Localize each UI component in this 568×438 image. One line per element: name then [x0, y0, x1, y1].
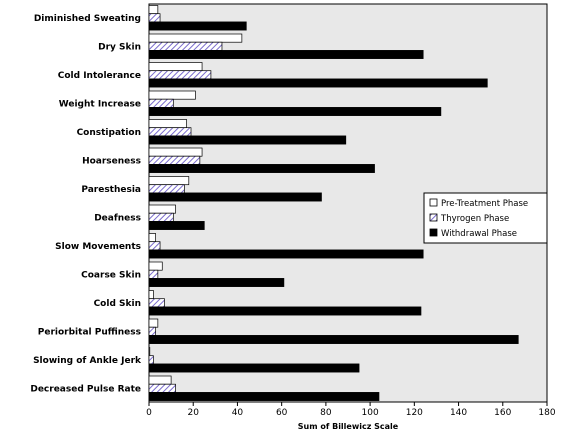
bar-withdrawal [148, 392, 380, 401]
bar-withdrawal [148, 50, 424, 59]
legend-swatch-thyrogen [429, 213, 438, 222]
bar-thyrogen [148, 13, 161, 23]
bar-thyrogen [148, 127, 192, 137]
legend: Pre-Treatment Phase Thyrogen Phase Withd… [423, 192, 548, 244]
bar-pre-treatment [148, 33, 243, 43]
category-label: Cold Intolerance [58, 71, 141, 81]
bar-withdrawal [148, 21, 247, 31]
category-label: Decreased Pulse Rate [30, 384, 141, 394]
bar-thyrogen [148, 355, 154, 365]
category-label: Cold Skin [94, 299, 141, 309]
bar-thyrogen [148, 269, 159, 279]
bar-pre-treatment [148, 147, 203, 157]
x-tick-label: 180 [538, 408, 555, 418]
legend-label-pre-treatment: Pre-Treatment Phase [441, 199, 528, 209]
x-tick-label: 40 [232, 408, 244, 418]
x-tick-label: 60 [276, 408, 288, 418]
bar-withdrawal [148, 363, 360, 373]
legend-label-withdrawal: Withdrawal Phase [441, 229, 517, 239]
bar-pre-treatment [148, 261, 163, 271]
legend-label-thyrogen: Thyrogen Phase [440, 214, 509, 224]
bar-withdrawal [148, 278, 285, 287]
category-label: Weight Increase [59, 99, 141, 109]
bar-pre-treatment [148, 233, 156, 243]
bar-thyrogen [148, 298, 165, 308]
bars-layer [148, 5, 519, 401]
bar-withdrawal [148, 221, 205, 230]
bar-withdrawal [148, 78, 488, 88]
bar-thyrogen [148, 184, 185, 194]
legend-box [423, 192, 548, 244]
category-label: Slowing of Ankle Jerk [33, 356, 142, 366]
x-tick-label: 20 [187, 408, 199, 418]
category-label: Coarse Skin [81, 270, 141, 280]
bar-pre-treatment [148, 318, 159, 328]
x-tick-label: 0 [146, 408, 152, 418]
bar-pre-treatment [148, 204, 176, 214]
bar-thyrogen [148, 241, 161, 251]
bar-pre-treatment [148, 347, 151, 357]
bar-pre-treatment [148, 90, 196, 100]
category-label: Slow Movements [55, 242, 141, 252]
bar-thyrogen [148, 212, 174, 222]
bar-withdrawal [148, 335, 519, 344]
legend-swatch-pre-treatment [429, 198, 438, 207]
category-label: Diminished Sweating [34, 14, 141, 24]
x-axis-title: Sum of Billewicz Scale [298, 422, 399, 431]
x-tick-label: 160 [494, 408, 511, 418]
x-tick-label: 140 [450, 408, 467, 418]
category-label: Dry Skin [98, 42, 141, 52]
x-tick-label: 80 [320, 408, 332, 418]
bar-thyrogen [148, 70, 212, 80]
bar-pre-treatment [148, 5, 159, 15]
category-labels: Diminished Sweating Dry Skin Cold Intolera… [30, 14, 142, 394]
bar-thyrogen [148, 155, 201, 165]
category-label: Constipation [77, 128, 141, 138]
bar-withdrawal [148, 249, 424, 259]
category-label: Deafness [94, 213, 141, 223]
bar-pre-treatment [148, 119, 187, 129]
x-tick-label: 120 [406, 408, 423, 418]
category-label: Hoarseness [82, 156, 141, 166]
bar-pre-treatment [148, 62, 203, 72]
bar-thyrogen [148, 98, 174, 108]
bar-withdrawal [148, 306, 422, 316]
bar-withdrawal [148, 164, 375, 173]
bar-thyrogen [148, 41, 223, 51]
bar-thyrogen [148, 326, 156, 336]
x-axis-ticks: 0 20 40 60 80 100 120 140 160 180 [146, 402, 556, 418]
bar-pre-treatment [148, 176, 190, 186]
bar-withdrawal [148, 107, 442, 116]
category-label: Periorbital Puffiness [38, 327, 141, 337]
bar-thyrogen [148, 383, 176, 393]
bar-pre-treatment [148, 290, 154, 300]
category-label: Paresthesia [81, 185, 141, 195]
x-tick-label: 100 [362, 408, 379, 418]
legend-swatch-withdrawal [429, 228, 438, 237]
bar-pre-treatment [148, 375, 172, 385]
bar-withdrawal [148, 135, 347, 145]
bar-withdrawal [148, 192, 322, 202]
